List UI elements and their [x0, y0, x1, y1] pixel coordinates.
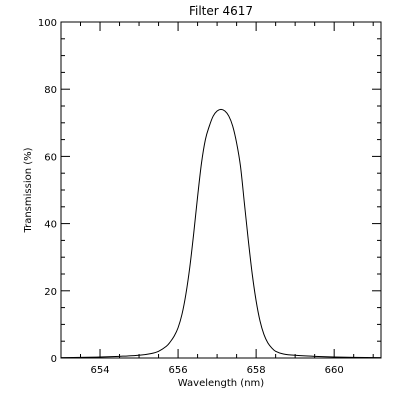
series-line: [60, 108, 382, 359]
y-tick-label: 0: [51, 354, 57, 365]
axis-ticks: [60, 21, 381, 359]
y-tick-label: 80: [44, 85, 57, 96]
series-group: [60, 108, 382, 359]
y-tick-label: 100: [38, 18, 57, 29]
y-axis-label: Transmission (%): [23, 147, 34, 233]
x-tick-label: 656: [169, 365, 188, 376]
x-tick-label: 660: [325, 365, 344, 376]
y-tick-label: 60: [44, 152, 57, 163]
tick-labels: 654 656 658 660 0 20 40 60 80 100: [38, 18, 344, 376]
x-tick-label: 654: [90, 365, 109, 376]
x-axis-label: Wavelength (nm): [178, 378, 264, 389]
chart-title: Filter 4617: [189, 4, 253, 18]
y-tick-label: 20: [44, 287, 57, 298]
y-tick-label: 40: [44, 220, 57, 231]
plot-frame: [60, 21, 382, 359]
x-tick-label: 658: [247, 365, 266, 376]
